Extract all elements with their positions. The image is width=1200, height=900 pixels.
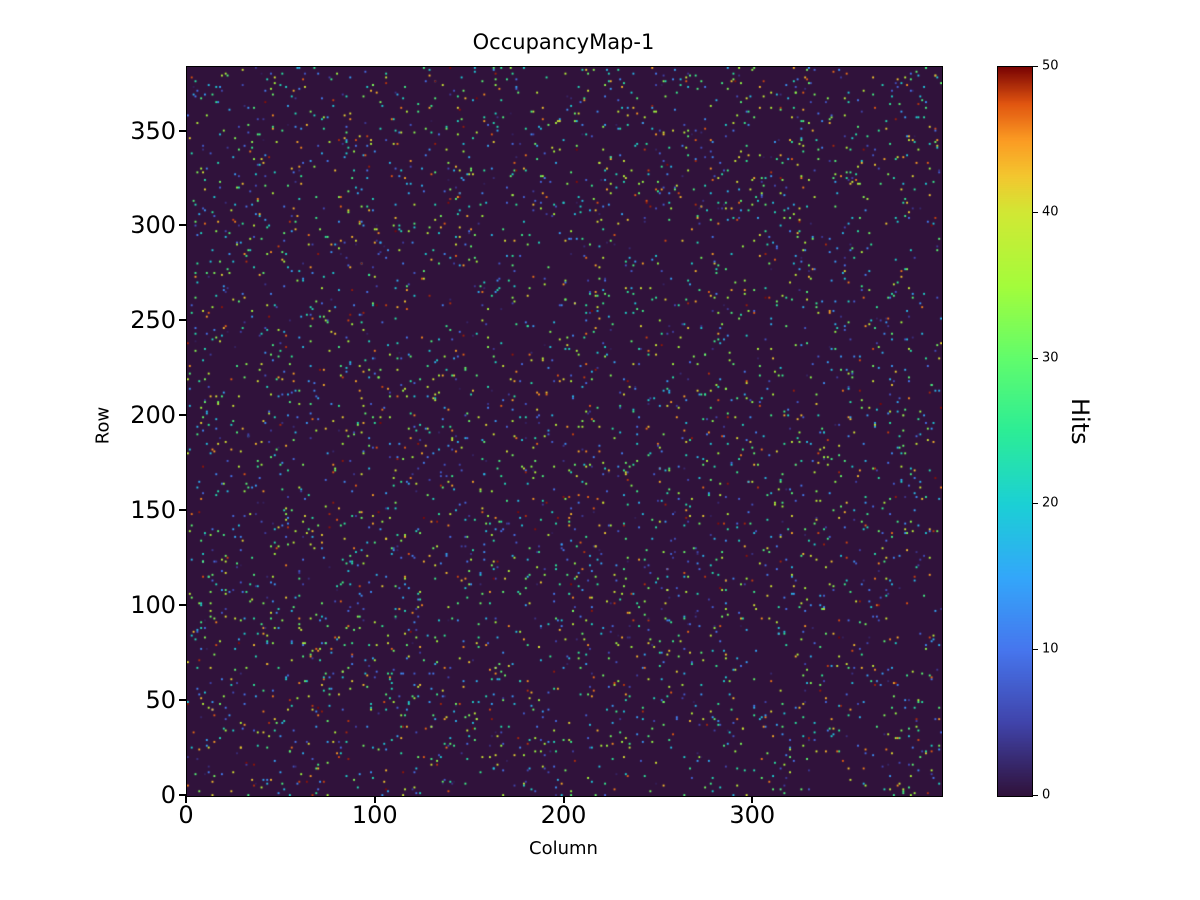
x-tick-label: 300 — [729, 801, 776, 829]
x-tick-label: 0 — [178, 801, 194, 829]
colorbar-tick-mark — [1032, 795, 1038, 796]
heatmap-canvas — [187, 67, 942, 796]
x-tick-mark — [751, 796, 754, 803]
y-tick-mark — [179, 604, 186, 607]
colorbar-label: Hits — [1066, 398, 1094, 445]
x-tick-label: 200 — [540, 801, 587, 829]
y-tick-mark — [179, 794, 186, 796]
x-tick-mark — [185, 796, 187, 803]
colorbar-tick-mark — [1032, 357, 1038, 359]
colorbar-tick-label: 50 — [1042, 58, 1059, 74]
colorbar-tick-mark — [1032, 211, 1038, 213]
colorbar-tick-mark — [1032, 66, 1038, 67]
x-tick-mark — [562, 796, 565, 803]
y-tick-mark — [179, 509, 186, 512]
colorbar-tick-label: 10 — [1042, 641, 1059, 657]
y-tick-label: 150 — [130, 496, 176, 525]
y-tick-label: 200 — [130, 401, 176, 430]
colorbar-tick-mark — [1032, 503, 1038, 505]
y-tick-mark — [179, 699, 186, 702]
colorbar-tick-label: 20 — [1042, 495, 1059, 511]
x-axis-label: Column — [529, 838, 598, 859]
y-tick-label: 250 — [130, 306, 176, 335]
chart-title: OccupancyMap-1 — [472, 30, 655, 54]
y-tick-mark — [179, 319, 186, 322]
colorbar — [997, 66, 1033, 797]
colorbar-tick-label: 0 — [1042, 787, 1051, 803]
y-tick-label: 350 — [130, 116, 176, 145]
y-tick-mark — [179, 224, 186, 227]
y-tick-mark — [179, 414, 186, 417]
y-tick-label: 300 — [130, 211, 176, 240]
y-tick-label: 50 — [145, 686, 176, 715]
colorbar-tick-mark — [1032, 649, 1038, 651]
x-tick-mark — [373, 796, 376, 803]
y-tick-label: 0 — [160, 781, 176, 809]
plot-area — [186, 66, 943, 797]
x-tick-label: 100 — [351, 801, 398, 829]
colorbar-tick-label: 30 — [1042, 350, 1059, 366]
colorbar-tick-label: 40 — [1042, 204, 1059, 220]
y-axis-label: Row — [92, 406, 114, 445]
y-tick-mark — [179, 129, 186, 132]
y-tick-label: 100 — [130, 591, 176, 620]
